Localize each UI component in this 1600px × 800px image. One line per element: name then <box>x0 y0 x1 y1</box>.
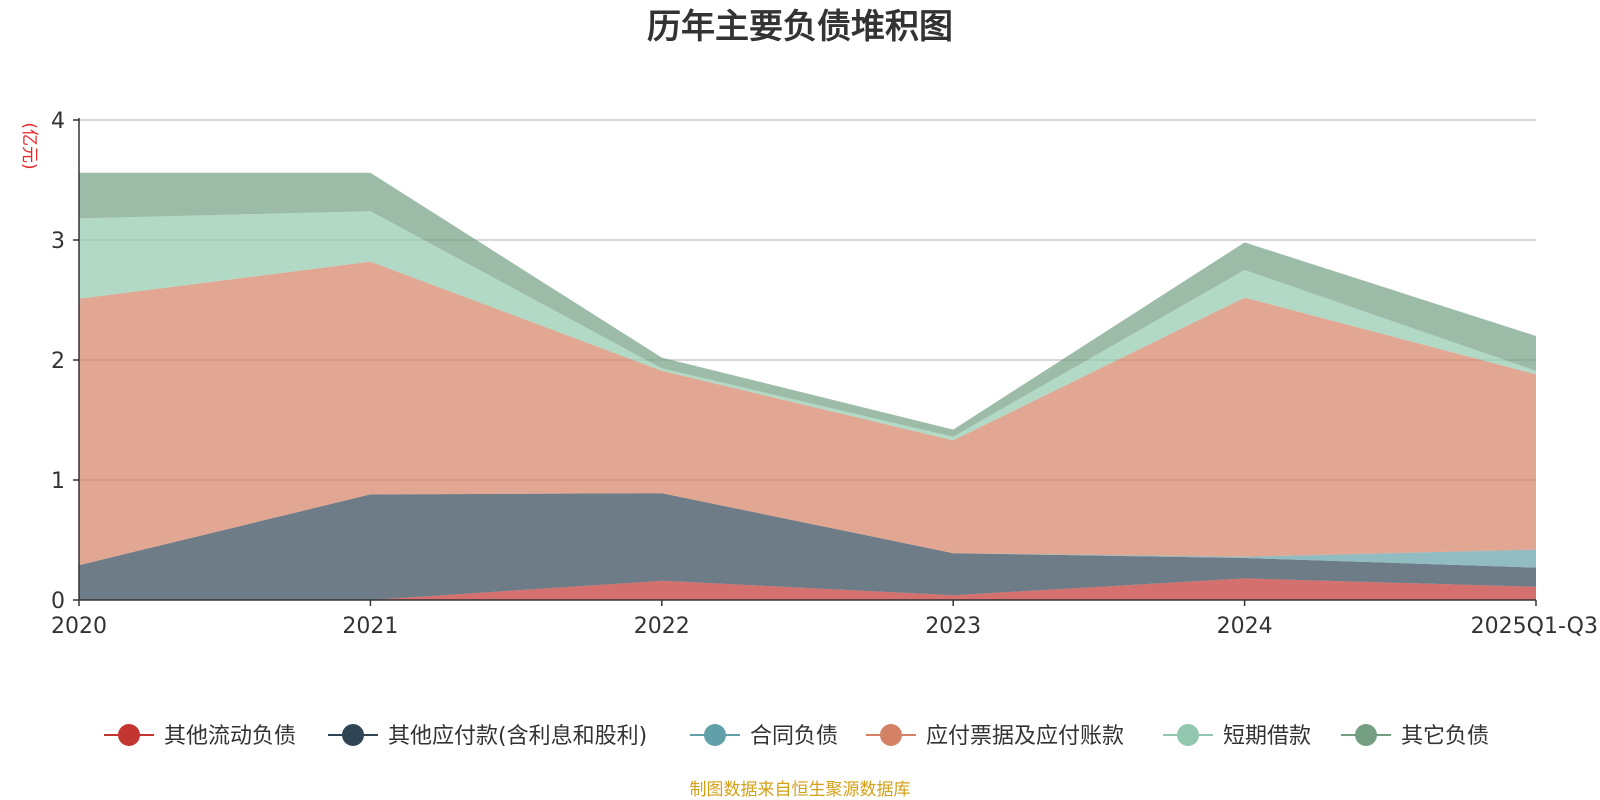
y-tick-label: 0 <box>51 589 65 614</box>
area-3[interactable] <box>79 261 1536 566</box>
x-tick-label: 2022 <box>634 614 690 639</box>
legend-marker <box>1355 724 1377 746</box>
x-tick-label: 2025Q1-Q3 <box>1471 614 1598 639</box>
y-tick-label: 1 <box>51 469 65 494</box>
legend-item-1[interactable]: 其他应付款(含利息和股利) <box>328 724 647 749</box>
data-source-note: 制图数据来自恒生聚源数据库 <box>690 780 911 800</box>
x-tick-label: 2021 <box>342 614 398 639</box>
y-tick-label: 2 <box>51 349 65 374</box>
x-tick-label: 2024 <box>1217 614 1273 639</box>
y-axis-unit: (亿元) <box>19 122 39 169</box>
legend-item-2[interactable]: 合同负债 <box>690 724 838 749</box>
legend-label: 其他应付款(含利息和股利) <box>388 724 647 749</box>
legend-label: 应付票据及应付账款 <box>926 724 1124 749</box>
area-series <box>79 172 1536 600</box>
legend-label: 合同负债 <box>750 724 838 749</box>
area-0[interactable] <box>79 578 1536 600</box>
legend-item-5[interactable]: 其它负债 <box>1341 724 1489 749</box>
legend-label: 其它负债 <box>1401 724 1489 749</box>
legend[interactable]: 其他流动负债 其他应付款(含利息和股利) 合同负债 应付票据及应付账款 短期借款 其它负债 <box>104 724 1489 749</box>
area-5[interactable] <box>79 172 1536 437</box>
legend-label: 其他流动负债 <box>164 724 296 749</box>
legend-item-3[interactable]: 应付票据及应付账款 <box>866 724 1124 749</box>
x-tick-label: 2020 <box>51 614 107 639</box>
legend-marker <box>880 724 902 746</box>
legend-label: 短期借款 <box>1223 724 1311 749</box>
legend-marker <box>118 724 140 746</box>
legend-marker <box>342 724 364 746</box>
chart-title: 历年主要负债堆积图 <box>647 7 953 47</box>
legend-item-0[interactable]: 其他流动负债 <box>104 724 296 749</box>
area-4[interactable] <box>79 211 1536 441</box>
y-tick-label: 3 <box>51 229 65 254</box>
y-tick-label: 4 <box>51 109 65 134</box>
legend-marker <box>704 724 726 746</box>
area-1[interactable] <box>79 493 1536 600</box>
legend-item-4[interactable]: 短期借款 <box>1163 724 1311 749</box>
legend-marker <box>1177 724 1199 746</box>
axes: 0 1 2 3 4 2020 2021 2022 2023 2024 2025Q1-Q3 <box>51 109 1598 639</box>
x-tick-label: 2023 <box>925 614 981 639</box>
area-2[interactable] <box>79 493 1536 568</box>
